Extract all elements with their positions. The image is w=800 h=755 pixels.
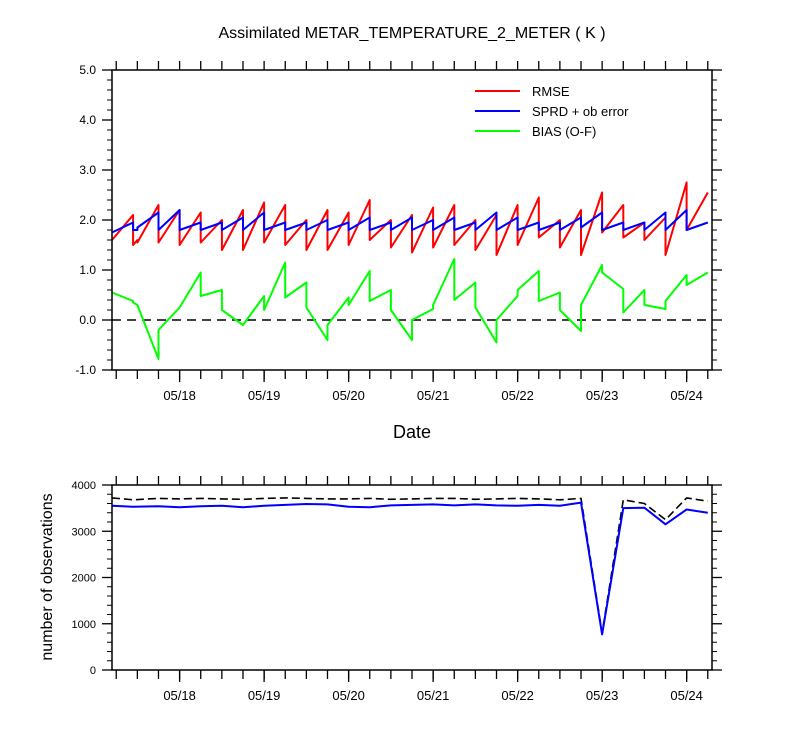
bottom-x-tick-label: 05/21 [417,688,450,703]
bottom-y-tick-label: 0 [90,665,96,677]
bottom-series-1-line [111,501,708,636]
bottom-y-tick-label: 2000 [72,573,96,585]
y-axis-label: number of observations [39,493,56,660]
top-x-tick-label: 05/23 [586,388,619,403]
legend-label: RMSE [532,84,570,99]
top-y-tick-label: 0.0 [79,313,96,327]
legend-label: BIAS (O-F) [532,124,596,139]
bottom-x-tick-label: 05/23 [586,688,619,703]
top-x-tick-label: 05/22 [501,388,534,403]
top-x-tick-label: 05/18 [163,388,196,403]
top-y-tick-label: 2.0 [79,213,96,227]
top-bias-o-f-line [111,258,709,360]
top-y-tick-label: 5.0 [79,63,96,77]
top-y-tick-label: -1.0 [75,363,96,377]
bottom-y-tick-label: 4000 [72,480,96,492]
bottom-plot-frame [111,484,713,671]
top-x-tick-label: 05/21 [417,388,450,403]
top-x-tick-label: 05/19 [248,388,281,403]
bottom-series-0-line [111,497,708,634]
bottom-x-tick-label: 05/22 [501,688,534,703]
top-y-tick-label: 4.0 [79,113,96,127]
chart-title: Assimilated METAR_TEMPERATURE_2_METER ( … [218,25,605,42]
top-y-tick-label: 3.0 [79,163,96,177]
top-x-tick-label: 05/20 [332,388,365,403]
bottom-x-tick-label: 05/18 [163,688,196,703]
x-axis-label: Date [393,422,431,442]
top-plot-frame [111,69,713,371]
top-x-tick-label: 05/24 [670,388,703,403]
bottom-x-tick-label: 05/19 [248,688,281,703]
bottom-x-tick-label: 05/20 [332,688,365,703]
bottom-x-tick-label: 05/24 [670,688,703,703]
legend-label: SPRD + ob error [532,104,629,119]
bottom-y-tick-label: 1000 [72,619,96,631]
bottom-y-tick-label: 3000 [72,526,96,538]
top-sprd-ob-error-line [111,209,709,234]
top-y-tick-label: 1.0 [79,263,96,277]
